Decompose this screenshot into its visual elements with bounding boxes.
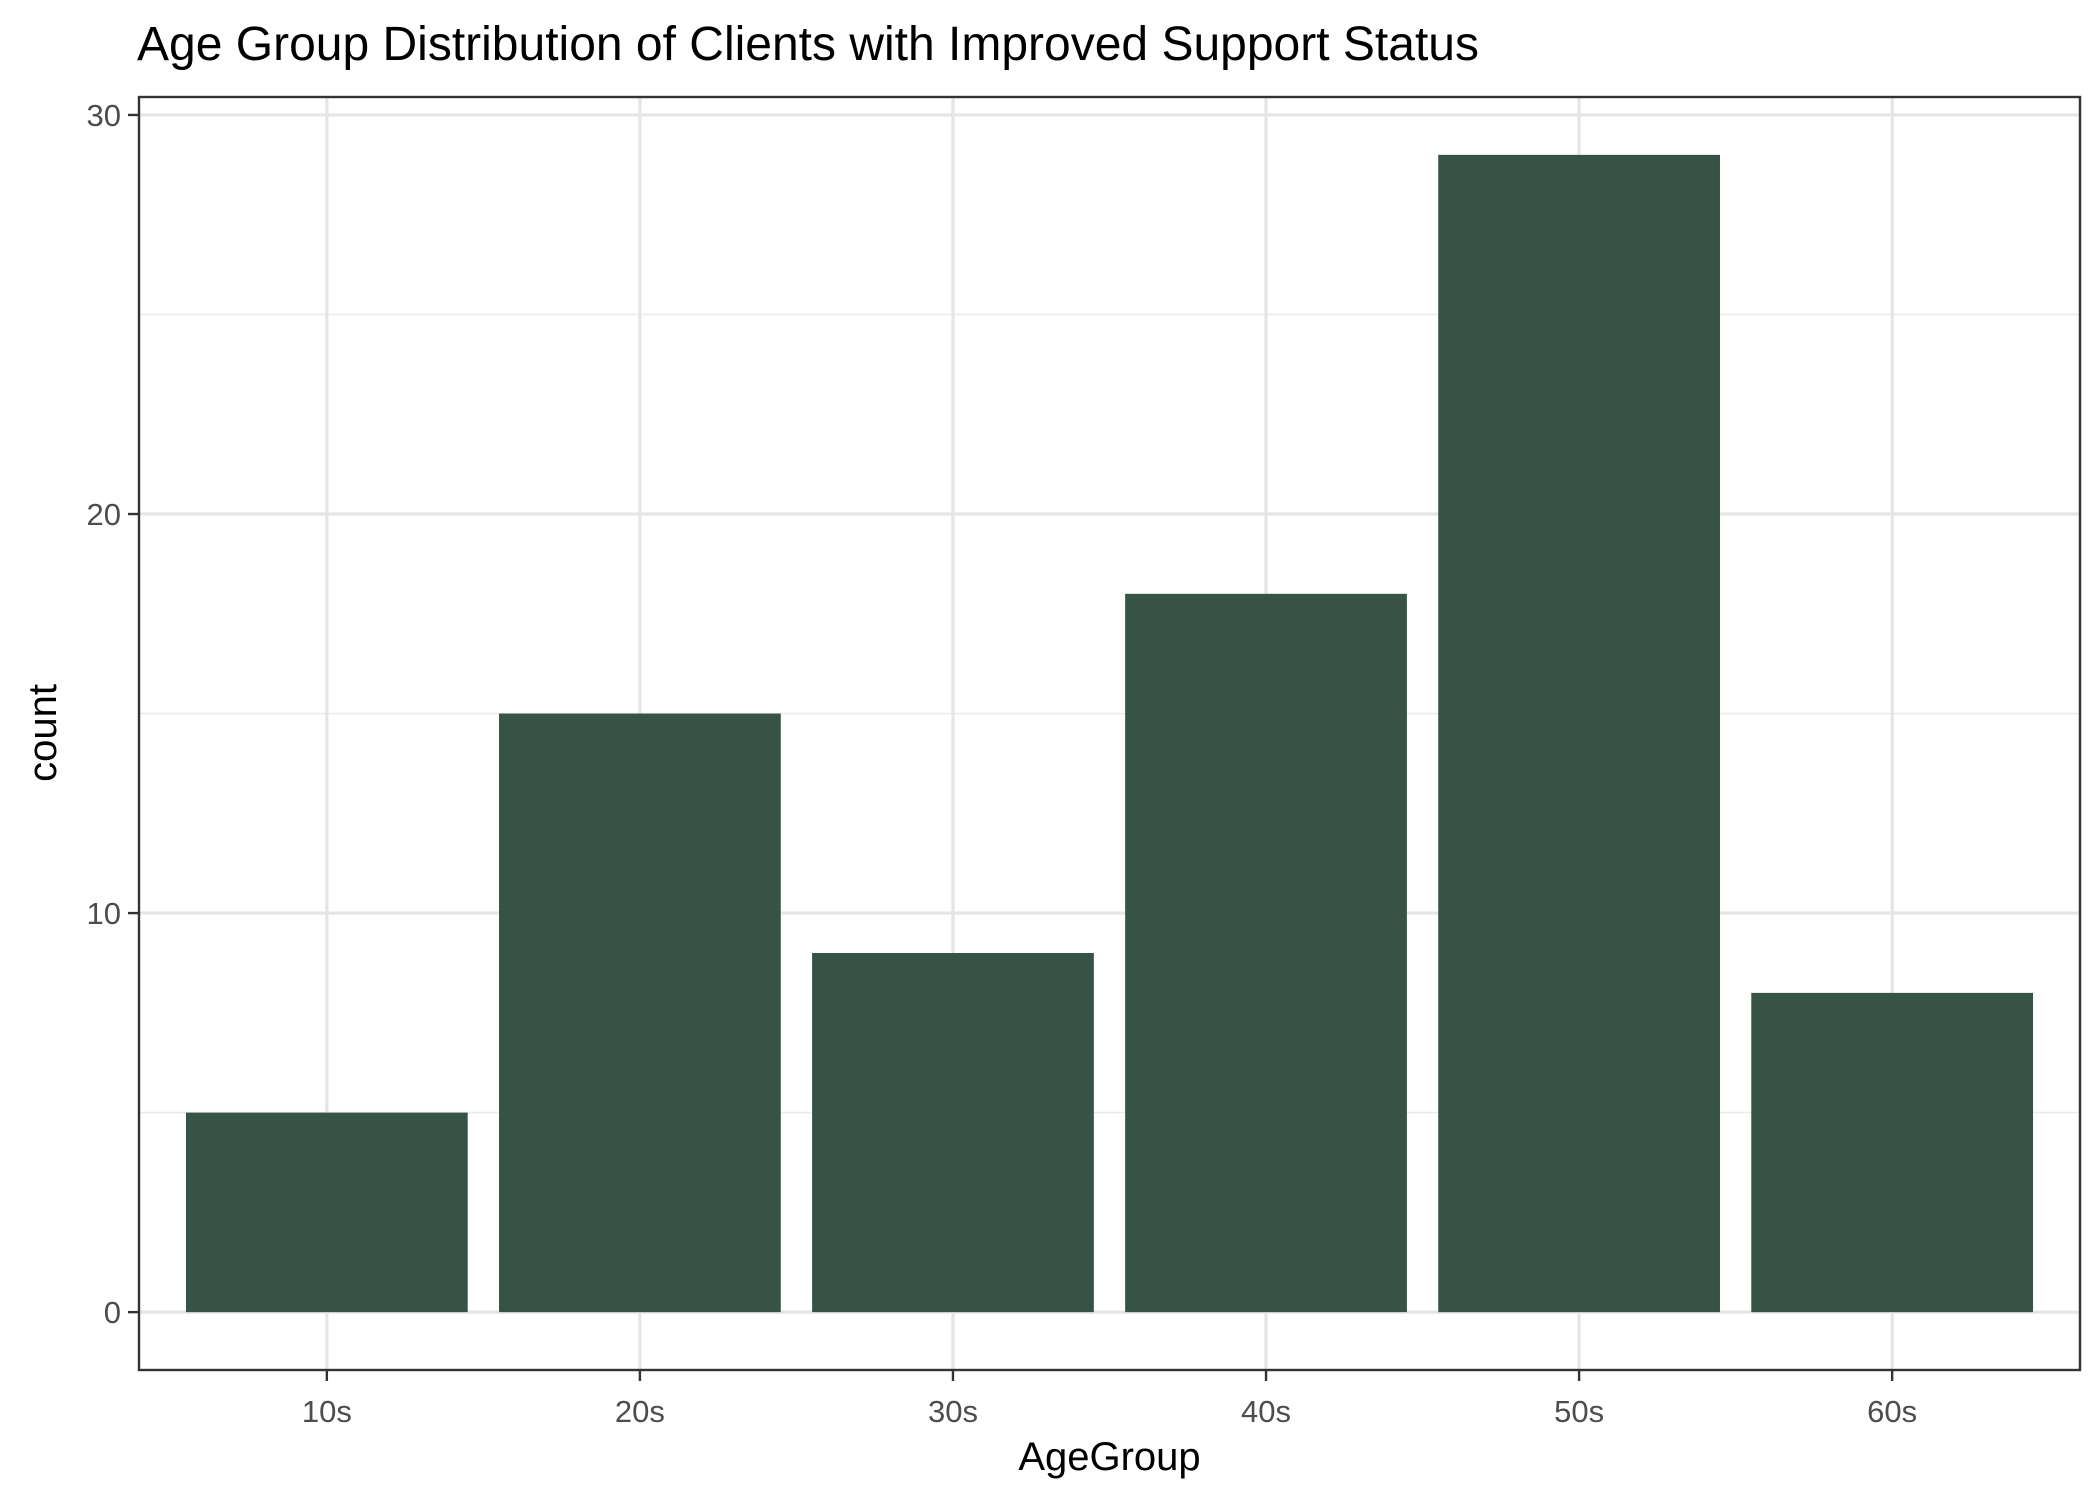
x-tick-label: 50s bbox=[1554, 1394, 1604, 1429]
bar-40s bbox=[1125, 593, 1407, 1313]
y-tick-label: 10 bbox=[87, 896, 121, 931]
y-tick-label: 0 bbox=[104, 1295, 121, 1330]
x-tick-label: 10s bbox=[302, 1394, 352, 1429]
x-tick-label: 20s bbox=[615, 1394, 665, 1429]
bar-50s bbox=[1438, 154, 1720, 1313]
bar-10s bbox=[185, 1112, 468, 1313]
bar-30s bbox=[812, 952, 1094, 1313]
y-axis: 0 10 20 30 bbox=[87, 98, 139, 1330]
bar-60s bbox=[1751, 992, 2034, 1313]
panel-border bbox=[137, 95, 2082, 1372]
bars bbox=[185, 154, 2034, 1313]
x-tick-label: 40s bbox=[1241, 1394, 1291, 1429]
x-tick-label: 30s bbox=[928, 1394, 978, 1429]
bar-20s bbox=[499, 713, 781, 1313]
x-axis: 10s 20s 30s 40s 50s 60s bbox=[302, 1370, 1917, 1429]
y-tick-label: 30 bbox=[87, 98, 121, 133]
chart-title: Age Group Distribution of Clients with I… bbox=[137, 18, 1479, 71]
x-tick-label: 60s bbox=[1867, 1394, 1917, 1429]
y-tick-label: 20 bbox=[87, 497, 121, 532]
x-axis-title: AgeGroup bbox=[1018, 1435, 1200, 1479]
y-axis-title: count bbox=[21, 684, 65, 782]
